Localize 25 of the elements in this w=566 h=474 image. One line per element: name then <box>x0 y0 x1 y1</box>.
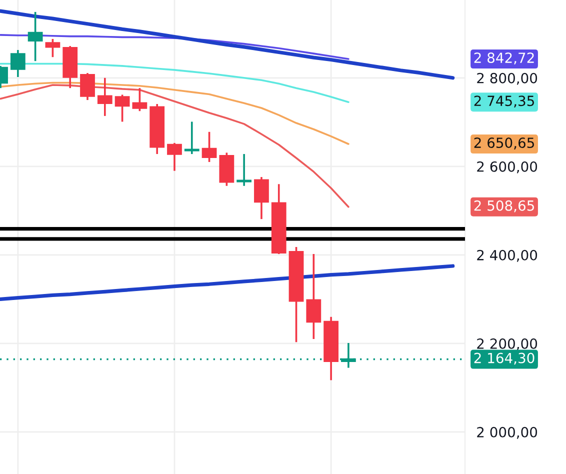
candlestick <box>28 11 43 62</box>
candlestick <box>184 120 200 155</box>
candlestick <box>97 76 112 117</box>
text: 2 650,65 <box>474 138 534 150</box>
candlestick <box>202 130 217 163</box>
text: 2 842,72 <box>474 52 534 64</box>
candlestick <box>236 153 252 187</box>
candlestick <box>132 87 148 112</box>
y-tick-label: 2 200,00 <box>477 338 538 350</box>
text: 2 164,30 <box>474 352 534 365</box>
candlestick <box>306 253 322 340</box>
candlestick <box>10 49 26 78</box>
text: 2 745,35 <box>474 96 534 108</box>
y-tick-label: 2 400,00 <box>477 250 538 262</box>
y-tick-label: 2 600,00 <box>477 161 538 174</box>
y-tick-label: 2 000,00 <box>477 426 538 439</box>
candlestick <box>167 142 182 172</box>
text: 2 508,65 <box>474 200 534 212</box>
line-series <box>0 264 455 301</box>
y-tick-label: 2 800,00 <box>477 72 538 85</box>
line-series <box>0 9 455 80</box>
candlestick <box>45 38 60 58</box>
candlestick <box>254 176 269 220</box>
candlestick <box>80 72 95 101</box>
candlestick <box>114 94 130 123</box>
